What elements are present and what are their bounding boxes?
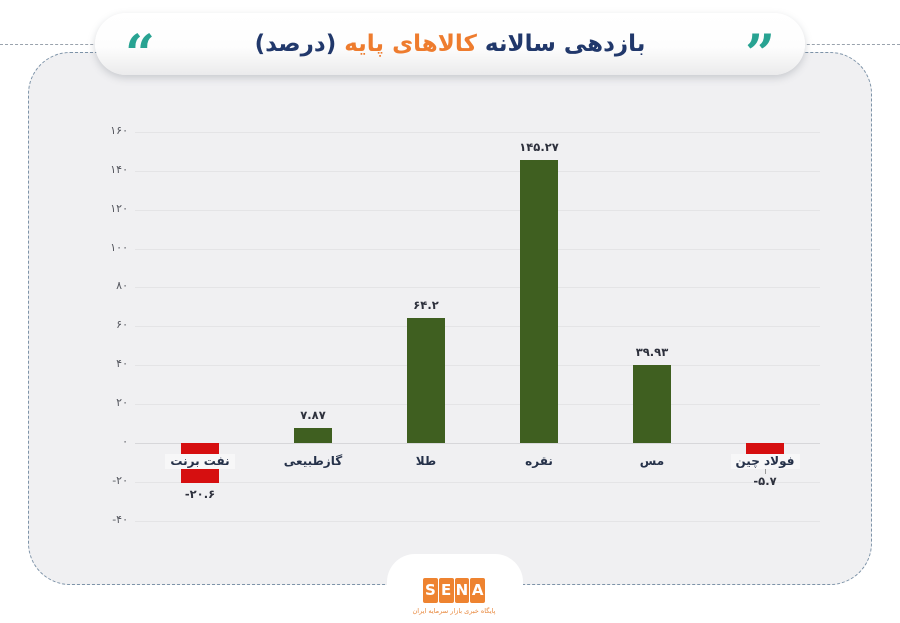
title-text-start: بازدهی سالانه xyxy=(484,31,646,57)
gridline xyxy=(135,481,820,483)
page-title: بازدهی سالانه کالاهای پایه (درصد) xyxy=(95,13,805,75)
bar-category-label: مس xyxy=(597,454,707,469)
y-axis-tick-label: ۱۲۰ xyxy=(110,201,128,215)
chart-bar-5[interactable] xyxy=(746,443,784,455)
gridline xyxy=(135,209,820,211)
y-axis-tick-label: -۲۰ xyxy=(112,473,128,487)
bar-category-label: نقره xyxy=(484,454,594,469)
gridline xyxy=(135,520,820,522)
bar-value-label: -۵.۷ xyxy=(753,474,777,488)
bar-category-text: نقره xyxy=(525,454,553,468)
bar-category-label: طلا xyxy=(371,454,481,469)
gridline xyxy=(135,404,820,406)
chart-bar-1[interactable] xyxy=(294,427,332,443)
chart-card xyxy=(28,52,872,585)
chart-bar-2[interactable] xyxy=(407,318,445,443)
bar-value-label: ۳۹.۹۳ xyxy=(635,345,669,360)
title-text-highlight: کالاهای پایه xyxy=(344,31,477,57)
gridline xyxy=(135,248,820,250)
bar-category-text: نفت برنت xyxy=(165,454,235,469)
bar-leader-tick xyxy=(764,469,766,474)
gridline xyxy=(135,287,820,289)
y-axis-tick-label: ۴۰ xyxy=(116,357,128,371)
gridline xyxy=(135,326,820,328)
y-axis-tick-label: ۲۰ xyxy=(116,396,128,410)
bar-category-text: طلا xyxy=(415,454,437,468)
bar-category-text: مس xyxy=(639,454,665,468)
logo-notch xyxy=(387,554,523,618)
bar-category-label: فولاد چین xyxy=(710,454,820,469)
gridline xyxy=(135,170,820,172)
bar-category-label: گازطبیعی xyxy=(258,454,368,469)
bar-value-label: ۶۴.۲ xyxy=(413,298,439,313)
y-axis-tick-label: ۰ xyxy=(122,435,128,448)
y-axis-tick-label: ۱۰۰ xyxy=(110,240,128,254)
header: “ بازدهی سالانه کالاهای پایه (درصد) ” xyxy=(95,13,805,81)
gridline xyxy=(135,365,820,367)
open-quote-icon: “ xyxy=(125,24,155,85)
y-axis-tick-label: ۱۴۰ xyxy=(110,162,128,176)
title-text-end: (درصد) xyxy=(254,31,337,57)
bar-value-label: -۲۰.۶ xyxy=(184,487,216,502)
y-axis-tick-label: ۸۰ xyxy=(116,279,128,293)
bar-value-label: ۱۴۵.۲۷ xyxy=(519,140,559,155)
chart-bar-3[interactable] xyxy=(520,160,558,443)
close-quote-icon: ” xyxy=(745,24,775,85)
y-axis-tick-label: ۶۰ xyxy=(116,318,128,332)
bar-category-label: نفت برنت xyxy=(145,454,255,469)
chart-bar-4[interactable] xyxy=(633,365,671,443)
bar-category-text: فولاد چین xyxy=(730,454,800,469)
gridline xyxy=(135,443,820,444)
bar-category-text: گازطبیعی xyxy=(283,454,343,468)
y-axis-tick-label: -۴۰ xyxy=(112,512,128,526)
gridline xyxy=(135,131,820,133)
y-axis-tick-label: ۱۶۰ xyxy=(110,123,128,137)
bar-value-label: ۷.۸۷ xyxy=(300,407,326,422)
